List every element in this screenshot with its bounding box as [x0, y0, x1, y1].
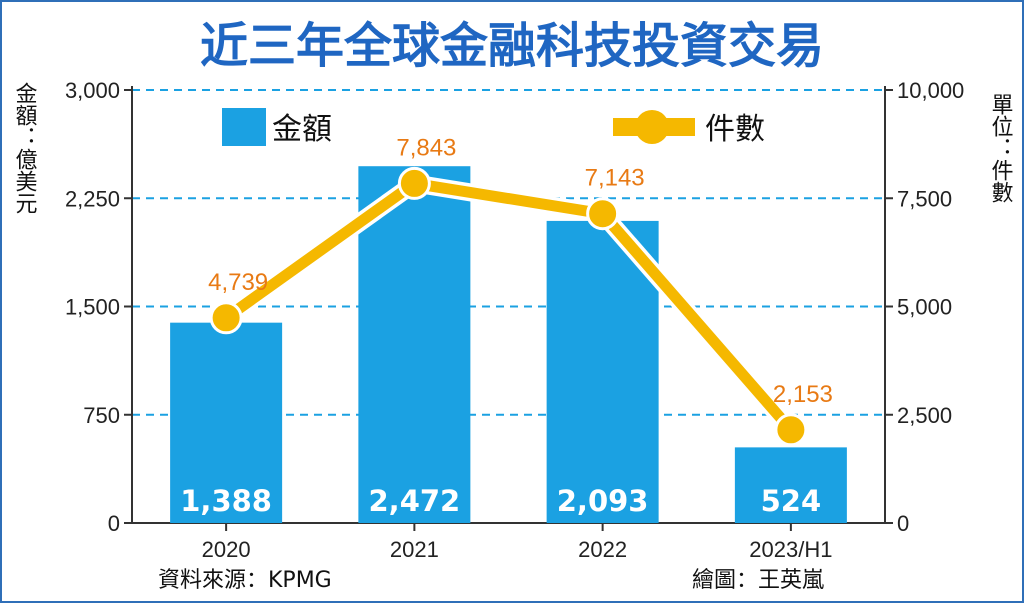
series-line-count — [222, 177, 796, 434]
right-tick-label: 5,000 — [897, 295, 952, 320]
credit-note: 繪圖：王英嵐 — [692, 568, 824, 593]
left-tick-label: 0 — [108, 511, 120, 536]
label-layer: 0 750 1,500 2,250 3,000 0 2,500 5,000 7,500 10,00… — [65, 78, 964, 562]
chart-title: 近三年全球金融科技投資交易 — [200, 18, 824, 74]
right-tick-label: 7,500 — [897, 186, 952, 211]
bar-value-label: 1,388 — [180, 484, 272, 518]
bar-value-label: 2,093 — [557, 484, 649, 518]
legend-line-marker — [635, 110, 669, 144]
point-value-label: 4,739 — [208, 269, 268, 296]
legend-bar-swatch — [222, 108, 266, 146]
line-point-2022 — [586, 197, 620, 231]
left-tick-label: 3,000 — [65, 78, 120, 103]
line-layer — [209, 166, 808, 447]
bar-2022 — [546, 220, 659, 523]
x-tick-label: 2020 — [202, 537, 251, 562]
bar-value-label: 2,472 — [369, 484, 461, 518]
left-tick-label: 750 — [83, 403, 120, 428]
line-point-2021 — [397, 166, 431, 200]
bar-2020 — [170, 322, 283, 523]
legend-bar-label: 金額 — [272, 112, 332, 147]
left-axis-title: 金額：億美元 — [12, 82, 38, 214]
x-tick-label: 2023/H1 — [749, 537, 832, 562]
source-note: 資料來源：KPMG — [158, 568, 332, 593]
right-axis-title: 單位：件數 — [988, 93, 1014, 203]
point-value-label: 2,153 — [773, 381, 833, 408]
left-tick-label: 2,250 — [65, 186, 120, 211]
point-value-label: 7,143 — [585, 165, 645, 192]
bar-layer — [170, 166, 847, 523]
bar-value-label: 524 — [761, 484, 822, 518]
point-value-label: 7,843 — [396, 134, 456, 161]
x-tick-label: 2021 — [390, 537, 439, 562]
left-tick-label: 1,500 — [65, 295, 120, 320]
right-tick-label: 0 — [897, 511, 909, 536]
right-tick-label: 2,500 — [897, 403, 952, 428]
legend-line-label: 件數 — [705, 112, 765, 147]
bar-2021 — [358, 166, 471, 523]
x-tick-label: 2022 — [578, 537, 627, 562]
line-point-2023/H1 — [774, 413, 808, 447]
right-tick-label: 10,000 — [897, 78, 964, 103]
line-point-2020 — [209, 301, 243, 335]
bar-2023/H1 — [734, 447, 847, 523]
